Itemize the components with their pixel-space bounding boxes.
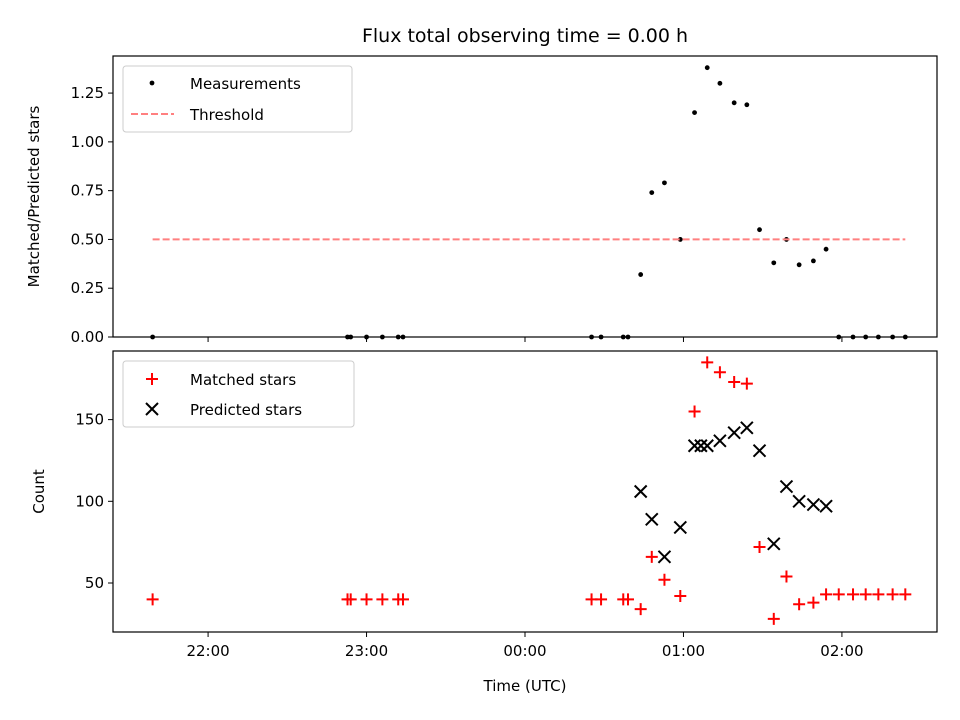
- bottom-legend-box: [122, 360, 355, 428]
- matched-stars-point: [701, 356, 714, 369]
- top-ylabel: Matched/Predicted stars: [25, 106, 43, 288]
- matched-stars-point: [847, 588, 860, 601]
- bottom-ylabel: Count: [30, 469, 48, 514]
- matched-stars-point: [767, 612, 780, 625]
- measurement-point: [796, 262, 802, 268]
- measurement-point: [649, 190, 655, 195]
- matched-stars-point: [396, 593, 409, 606]
- bottom-legend: Matched stars Predicted stars: [122, 360, 355, 428]
- bottom-series-matched-stars: [146, 356, 912, 625]
- legend-matched-label: Matched stars: [190, 371, 296, 389]
- measurement-point: [638, 272, 644, 277]
- bottom-xtick-label: 23:00: [345, 642, 388, 660]
- top-ytick-label: 1.25: [71, 84, 104, 102]
- measurement-point: [704, 65, 710, 71]
- matched-stars-point: [872, 588, 885, 601]
- predicted-stars-point: [806, 497, 821, 512]
- bottom-xtick-label: 01:00: [662, 642, 705, 660]
- measurement-point: [811, 258, 816, 264]
- predicted-stars-point: [687, 439, 702, 453]
- bottom-ytick-label: 100: [75, 492, 104, 510]
- matched-stars-point: [713, 366, 726, 379]
- measurement-point: [692, 110, 697, 115]
- predicted-stars-point: [645, 512, 659, 526]
- matched-stars-point: [886, 588, 899, 601]
- legend-predicted-marker: [145, 402, 159, 416]
- predicted-stars-point: [700, 439, 714, 453]
- matched-stars-point: [832, 588, 845, 601]
- top-legend: Measurements Threshold: [122, 65, 353, 133]
- matched-stars-point: [645, 550, 658, 563]
- matched-stars-point: [859, 588, 872, 601]
- predicted-stars-point: [767, 537, 781, 551]
- bottom-xlabel: Time (UTC): [483, 677, 567, 695]
- bottom-xtick-label: 22:00: [186, 642, 229, 660]
- measurement-point: [823, 246, 829, 252]
- matched-stars-point: [376, 593, 389, 606]
- bottom-xtick-label: 02:00: [820, 642, 863, 660]
- matched-stars-point: [658, 573, 671, 586]
- legend-matched-marker: [146, 373, 158, 385]
- predicted-stars-point: [740, 421, 754, 435]
- top-title: Flux total observing time = 0.00 h: [362, 25, 688, 47]
- bottom-plot-content: [146, 356, 912, 625]
- predicted-stars-point: [694, 439, 708, 453]
- top-ytick-label: 0.75: [71, 182, 104, 200]
- predicted-stars-point: [673, 520, 687, 535]
- measurement-point: [771, 260, 777, 266]
- matched-stars-point: [622, 593, 634, 606]
- measurement-point: [731, 100, 737, 106]
- matched-stars-point: [146, 593, 159, 606]
- predicted-stars-point: [752, 443, 767, 458]
- bottom-series-predicted-stars: [633, 421, 833, 564]
- matched-stars-point: [899, 588, 912, 601]
- matched-stars-point: [344, 593, 357, 606]
- matched-stars-point: [688, 405, 701, 418]
- measurement-point: [662, 180, 667, 186]
- matched-stars-point: [740, 377, 753, 390]
- top-ticks: 0.00 0.25 0.50 0.75 1.00 1.25: [71, 84, 843, 346]
- top-ytick-label: 0.00: [71, 328, 104, 346]
- bottom-ticks: 22:00 23:00 00:00 01:00 02:00 50 100 150: [75, 411, 863, 660]
- legend-measurements-marker: [149, 80, 155, 86]
- top-legend-box: [122, 65, 353, 133]
- matched-stars-point: [793, 598, 806, 611]
- measurement-point: [717, 80, 723, 86]
- matched-stars-point: [728, 376, 741, 389]
- legend-predicted-label: Predicted stars: [190, 401, 302, 419]
- measurement-point: [757, 227, 762, 233]
- bottom-ytick-label: 150: [75, 411, 104, 429]
- top-ytick-label: 0.50: [71, 230, 104, 248]
- matched-stars-point: [753, 541, 766, 554]
- top-ytick-label: 0.25: [71, 279, 104, 297]
- matched-stars-point: [595, 593, 608, 606]
- legend-threshold-label: Threshold: [189, 106, 264, 124]
- predicted-stars-point: [713, 434, 727, 448]
- top-ytick-label: 1.00: [71, 133, 104, 151]
- bottom-xtick-label: 00:00: [503, 642, 546, 660]
- matched-stars-point: [780, 570, 793, 583]
- predicted-stars-point: [819, 499, 833, 513]
- matched-stars-point: [360, 593, 373, 606]
- predicted-stars-point: [779, 479, 794, 494]
- matched-stars-point: [634, 603, 647, 616]
- matched-stars-point: [807, 596, 820, 609]
- predicted-stars-point: [633, 484, 648, 499]
- predicted-stars-point: [792, 494, 806, 509]
- predicted-stars-point: [727, 425, 741, 440]
- measurement-point: [744, 102, 750, 108]
- measurement-point: [677, 237, 683, 242]
- bottom-ytick-label: 50: [85, 574, 104, 592]
- predicted-stars-point: [657, 550, 672, 564]
- legend-measurements-label: Measurements: [190, 75, 301, 93]
- matched-stars-point: [674, 590, 687, 603]
- top-panel: Flux total observing time = 0.00 h 0.000…: [25, 25, 938, 346]
- matched-stars-point: [820, 588, 833, 601]
